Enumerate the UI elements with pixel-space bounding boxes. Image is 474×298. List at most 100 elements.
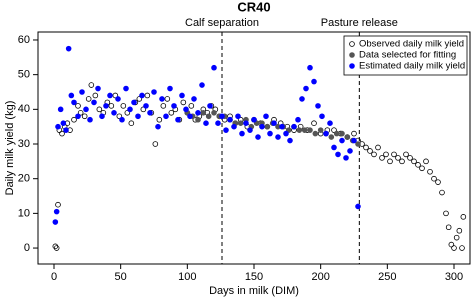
point [199, 82, 205, 88]
point [299, 96, 305, 102]
point [71, 99, 77, 106]
point [379, 155, 385, 161]
point [435, 179, 441, 185]
y-axis-label: Daily milk yield (kg) [4, 101, 16, 196]
point [312, 130, 319, 137]
point [127, 106, 133, 113]
point [267, 130, 273, 137]
point [344, 134, 351, 140]
point [451, 245, 457, 251]
point [195, 116, 201, 123]
point [188, 103, 195, 109]
point [443, 210, 449, 217]
point [311, 78, 317, 85]
point [227, 116, 233, 123]
point [459, 245, 465, 251]
y-tick-label: 10 [18, 207, 30, 219]
legend-box [343, 35, 468, 76]
point [367, 148, 373, 154]
point [311, 120, 317, 127]
point [139, 92, 145, 99]
legend-label: Estimated daily milk yield [359, 61, 465, 72]
chart-title: CR40 [237, 0, 270, 14]
point [83, 106, 89, 113]
point [453, 234, 460, 241]
x-tick-label: 300 [445, 271, 463, 283]
point [203, 120, 209, 127]
y-tick-label: 30 [18, 138, 30, 150]
point [296, 127, 303, 133]
legend-marker [349, 52, 355, 58]
point [347, 148, 353, 154]
x-axis-label: Days in milk (DIM) [209, 285, 299, 297]
point [77, 110, 84, 116]
point [112, 92, 119, 99]
point [171, 103, 177, 109]
event-label: Calf separation [185, 17, 259, 29]
point [124, 110, 131, 116]
point [65, 45, 72, 52]
point [167, 85, 173, 92]
point [403, 151, 409, 158]
point [160, 103, 167, 109]
point [123, 85, 129, 92]
point [135, 113, 141, 120]
point [175, 116, 181, 123]
point [319, 113, 325, 120]
x-tick-label: 100 [178, 271, 196, 283]
point [63, 127, 69, 133]
point [53, 245, 60, 251]
point [251, 116, 257, 123]
point [103, 103, 109, 109]
point [419, 165, 425, 172]
point [116, 113, 123, 120]
y-tick-label: 20 [18, 173, 30, 185]
point [351, 130, 357, 137]
point [456, 227, 463, 234]
point [57, 106, 64, 113]
point [231, 123, 237, 130]
point [317, 127, 324, 133]
point [355, 141, 361, 147]
point [131, 99, 137, 106]
point [327, 120, 333, 127]
point [223, 127, 229, 133]
point [439, 189, 445, 196]
point [279, 123, 285, 130]
point [144, 92, 151, 99]
point [307, 64, 313, 71]
point [195, 110, 201, 116]
point [183, 106, 189, 113]
point [87, 116, 93, 123]
point [95, 85, 101, 92]
point [128, 120, 135, 127]
point [431, 175, 437, 182]
point [237, 120, 244, 127]
point [295, 116, 301, 123]
legend-marker [349, 41, 355, 47]
point [255, 134, 261, 140]
point [155, 123, 161, 130]
point [85, 96, 92, 102]
x-tick-label: 250 [378, 271, 396, 283]
point [79, 89, 85, 95]
point [59, 130, 65, 137]
point [75, 113, 81, 120]
point [264, 123, 271, 130]
point [205, 113, 212, 120]
point [383, 151, 389, 158]
point [247, 127, 253, 133]
point [115, 96, 121, 102]
y-tick-label: 0 [24, 242, 30, 254]
point [235, 113, 241, 120]
point [75, 103, 81, 109]
point [363, 144, 369, 151]
point [423, 158, 429, 165]
point [207, 103, 213, 109]
point [151, 89, 157, 95]
point [136, 96, 143, 102]
y-tick-label: 60 [18, 34, 30, 46]
point [291, 123, 297, 130]
point [445, 224, 452, 231]
